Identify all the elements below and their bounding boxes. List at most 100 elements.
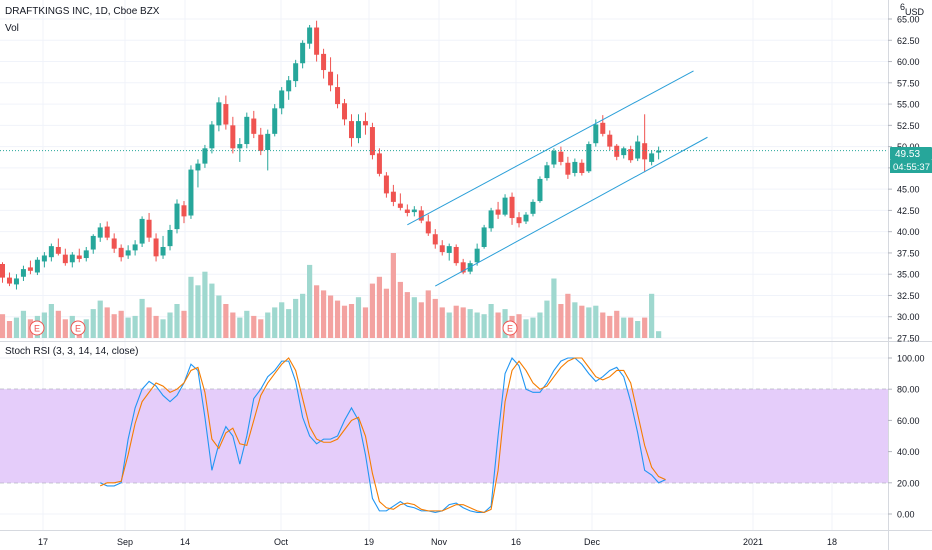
volume-bar: [153, 315, 159, 338]
volume-bar: [432, 298, 438, 338]
earnings-marker[interactable]: [29, 320, 45, 336]
candle-body: [258, 134, 264, 151]
candle-body: [62, 254, 68, 264]
price-tick-label: 32.50: [897, 291, 920, 301]
channel-line[interactable]: [407, 70, 694, 226]
volume-bar: [544, 300, 550, 338]
volume-bar: [390, 253, 396, 338]
stoch-rsi-legend-label: Stoch RSI (3, 3, 14, 14, close): [5, 346, 138, 357]
volume-bar: [174, 304, 180, 338]
price-tick-label: 30.00: [897, 312, 920, 322]
scale-mark: 6: [900, 2, 905, 12]
candle-body: [335, 87, 341, 105]
stoch-band-fill: [0, 389, 888, 483]
candle-body: [13, 278, 19, 285]
volume-bar: [55, 310, 61, 338]
candle-body: [628, 149, 634, 161]
candle-body: [223, 104, 229, 125]
price-tick-label: 45.00: [897, 185, 920, 195]
volume-bar: [293, 298, 299, 338]
candle-body: [83, 250, 89, 259]
candle-body: [649, 153, 655, 162]
volume-bar: [376, 276, 383, 338]
stoch-tick-label: 20.00: [897, 478, 920, 488]
volume-bar: [565, 293, 571, 338]
candle-body: [279, 90, 285, 109]
volume-bar: [600, 312, 606, 338]
candle-body: [230, 125, 236, 149]
time-tick-label: Oct: [274, 537, 289, 547]
volume-bar: [62, 319, 68, 338]
candle-body: [244, 116, 250, 145]
volume-bar: [425, 290, 431, 338]
candle-body: [328, 71, 334, 86]
volume-bar: [530, 317, 536, 338]
volume-bar: [467, 309, 473, 338]
candle-body: [0, 263, 5, 278]
candle-body: [41, 255, 47, 262]
volume-bar: [656, 331, 662, 338]
time-tick-label: 18: [827, 537, 837, 547]
volume-bar: [516, 314, 522, 338]
volume-bar: [383, 288, 389, 338]
volume-bar: [649, 293, 655, 338]
volume-bar: [334, 300, 341, 338]
price-badge: 49.53 04:55:37: [890, 147, 932, 173]
volume-bar: [481, 314, 487, 338]
candle-body: [558, 151, 564, 162]
time-tick-label: 16: [511, 537, 521, 547]
volume-bar: [314, 285, 320, 338]
volume-bar: [404, 292, 410, 338]
volume-bar: [188, 276, 194, 338]
candle-body: [565, 162, 571, 175]
candle-body: [474, 248, 480, 263]
volume-bar: [300, 293, 306, 338]
candle-body: [174, 203, 180, 230]
candle-body: [607, 134, 613, 147]
earnings-marker[interactable]: [70, 320, 86, 336]
currency-label[interactable]: USD: [905, 7, 925, 17]
candle-body: [160, 246, 166, 256]
candle-body: [621, 148, 627, 156]
volume-bar: [446, 312, 452, 338]
price-tick-label: 65.00: [897, 15, 920, 25]
candle-body: [300, 42, 306, 64]
candle-body: [369, 127, 375, 156]
volume-bar: [83, 319, 89, 338]
candle-body: [111, 238, 117, 249]
candle-body: [314, 27, 320, 55]
candle-body: [216, 102, 222, 126]
volume-bar: [13, 317, 20, 338]
volume-bar: [265, 312, 271, 338]
candle-body: [383, 175, 389, 194]
chart-title: DRAFTKINGS INC, 1D, Cboe BZX: [5, 6, 160, 17]
candle-body: [404, 209, 410, 213]
volume-bar: [628, 317, 634, 338]
axes[interactable]: 65.0062.5060.0057.5055.0052.5050.0047.50…: [38, 15, 925, 547]
candle-body: [572, 161, 578, 173]
volume-bar: [586, 307, 592, 338]
stoch-tick-label: 40.00: [897, 447, 920, 457]
candle-body: [495, 209, 501, 215]
candle-body: [237, 144, 243, 149]
candle-body: [293, 63, 299, 82]
candle-body: [307, 27, 313, 44]
candle-body: [118, 247, 124, 258]
trend-channel: [407, 70, 708, 287]
earnings-marker[interactable]: [502, 320, 518, 336]
volume-bar: [460, 307, 466, 338]
volume-bar: [97, 300, 103, 338]
channel-line[interactable]: [435, 136, 708, 287]
candle-body: [544, 165, 550, 179]
candle-body: [600, 122, 606, 134]
candle-body: [397, 203, 403, 208]
price-tick-label: 55.00: [897, 100, 920, 110]
countdown-badge-bg: [890, 160, 932, 173]
volume-bar: [320, 290, 327, 338]
volume-bar: [216, 295, 222, 338]
volume-bar: [223, 304, 229, 338]
volume-bar: [621, 317, 627, 338]
volume-bar: [139, 298, 145, 338]
